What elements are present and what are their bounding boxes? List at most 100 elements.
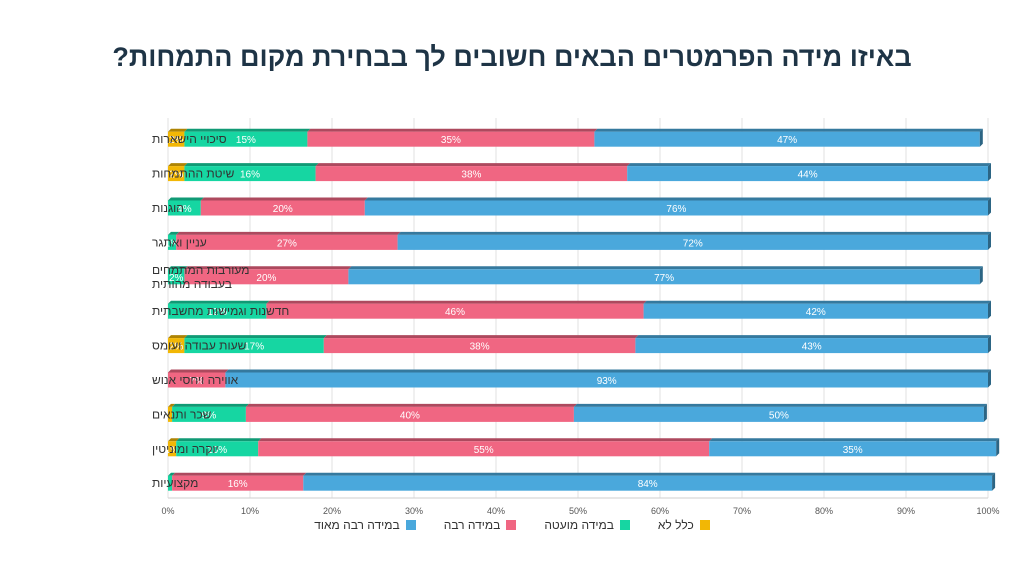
category-label: שיטת ההתמחות bbox=[152, 167, 235, 181]
chart-title: באיזו מידה הפרמטרים הבאים חשובים לך בבחי… bbox=[112, 42, 912, 72]
bar-segment bbox=[168, 303, 267, 319]
data-label: 2% bbox=[169, 342, 184, 353]
data-label: 35% bbox=[441, 135, 461, 146]
bar-segment-top bbox=[176, 438, 262, 442]
category-label: עניין ואתגר bbox=[152, 235, 207, 249]
bar-segment bbox=[709, 441, 997, 457]
bar-segment bbox=[176, 441, 259, 457]
bar-segment-top bbox=[168, 231, 180, 235]
bar-segment-top bbox=[184, 163, 319, 167]
data-label: 20% bbox=[273, 204, 293, 215]
category-label: שעות עבודה ועומס bbox=[152, 339, 247, 353]
bar-end-face bbox=[996, 438, 1000, 457]
bar-segment-top bbox=[594, 128, 983, 132]
x-tick-label: 40% bbox=[487, 506, 505, 516]
legend-item: כלל לא bbox=[658, 518, 710, 532]
bar-segment bbox=[168, 200, 201, 216]
chart-legend: כלל לא במידה מועטה במידה רבה במידה רבה מאוד bbox=[0, 518, 1024, 532]
legend-swatch bbox=[506, 520, 517, 530]
legend-swatch bbox=[699, 520, 710, 530]
bar-segment-top bbox=[258, 438, 713, 442]
bar-segment bbox=[364, 200, 988, 216]
legend-swatch bbox=[619, 520, 630, 530]
bar-segment bbox=[168, 338, 185, 354]
category-label: סיכויי הישארות bbox=[152, 132, 227, 146]
bar-segment-top bbox=[172, 403, 249, 407]
x-tick-label: 30% bbox=[405, 506, 423, 516]
bar-segment-top bbox=[323, 335, 639, 339]
x-tick-label: 10% bbox=[241, 506, 259, 516]
bar-segment-top bbox=[168, 197, 204, 201]
data-label: 15% bbox=[236, 135, 256, 146]
bar-end-face bbox=[988, 369, 991, 388]
bar-segment bbox=[348, 269, 980, 285]
data-label: 16% bbox=[240, 170, 260, 181]
data-label: 72% bbox=[683, 238, 703, 249]
category-label: חדשנות וגמישות מחשבתית bbox=[152, 304, 289, 318]
bar-segment-top bbox=[168, 369, 229, 373]
x-tick-label: 20% bbox=[323, 506, 341, 516]
bar-segment-top bbox=[266, 300, 647, 304]
bar-segment bbox=[627, 166, 988, 182]
bar-segment-top bbox=[200, 197, 368, 201]
bar-end-face bbox=[988, 335, 991, 354]
data-label: 2% bbox=[169, 273, 184, 284]
bar-segment-top bbox=[315, 163, 631, 167]
data-label: 76% bbox=[666, 204, 686, 215]
category-label: אווירה ויחסי אנוש bbox=[152, 373, 239, 387]
bar-segment-top bbox=[168, 472, 176, 476]
data-label: 9% bbox=[202, 410, 217, 421]
bar-segment-top bbox=[348, 266, 983, 270]
bar-segment-top bbox=[364, 197, 991, 201]
bar-segment-top bbox=[168, 128, 188, 132]
category-label: מקצועיות bbox=[152, 476, 198, 490]
bar-segment bbox=[303, 475, 993, 491]
bar-segment bbox=[184, 131, 308, 147]
bar-segment-top bbox=[573, 403, 987, 407]
bar-segment-top bbox=[184, 128, 311, 132]
category-label: שכר ותנאים bbox=[152, 407, 212, 421]
bar-segment-top bbox=[168, 163, 188, 167]
x-tick-label: 60% bbox=[651, 506, 669, 516]
data-label: 55% bbox=[474, 445, 494, 456]
bar-segment bbox=[266, 303, 644, 319]
legend-label: במידה מועטה bbox=[544, 518, 614, 532]
bar-end-face bbox=[979, 266, 983, 285]
x-tick-label: 0% bbox=[161, 506, 174, 516]
legend-label: במידה רבה bbox=[443, 518, 501, 532]
bar-segment-top bbox=[168, 300, 270, 304]
bar-segment bbox=[245, 406, 574, 422]
bar-segment bbox=[168, 372, 226, 388]
data-label: 42% bbox=[806, 307, 826, 318]
bar-end-face bbox=[979, 128, 983, 147]
bar-segment bbox=[168, 269, 185, 285]
category-label: מעורבות המתמחים bbox=[152, 263, 250, 277]
bar-segment bbox=[200, 200, 365, 216]
bar-segment-top bbox=[184, 266, 352, 270]
bar-segment bbox=[168, 166, 185, 182]
legend-item: במידה רבה bbox=[444, 518, 517, 532]
legend-label: במידה רבה מאוד bbox=[314, 518, 400, 532]
legend-item: במידה מועטה bbox=[544, 518, 630, 532]
data-label: 2% bbox=[169, 170, 184, 181]
x-tick-label: 80% bbox=[815, 506, 833, 516]
bar-segment-top bbox=[172, 472, 307, 476]
bar-segment bbox=[168, 475, 173, 491]
bar-segment bbox=[315, 166, 628, 182]
bar-segment-top bbox=[245, 403, 577, 407]
data-label: 4% bbox=[177, 204, 192, 215]
data-label: 1% bbox=[165, 445, 180, 456]
bar-segment bbox=[323, 338, 636, 354]
bar-segment bbox=[184, 338, 324, 354]
data-label: 43% bbox=[802, 342, 822, 353]
data-label: 20% bbox=[256, 273, 276, 284]
x-tick-label: 100% bbox=[976, 506, 999, 516]
bar-segment bbox=[176, 234, 398, 250]
data-label: 12% bbox=[207, 307, 227, 318]
bar-segment bbox=[573, 406, 984, 422]
data-label: 84% bbox=[638, 479, 658, 490]
bar-segment-top bbox=[168, 335, 188, 339]
category-label: יוקרה ומוניטין bbox=[152, 442, 219, 456]
data-label: 38% bbox=[461, 170, 481, 181]
